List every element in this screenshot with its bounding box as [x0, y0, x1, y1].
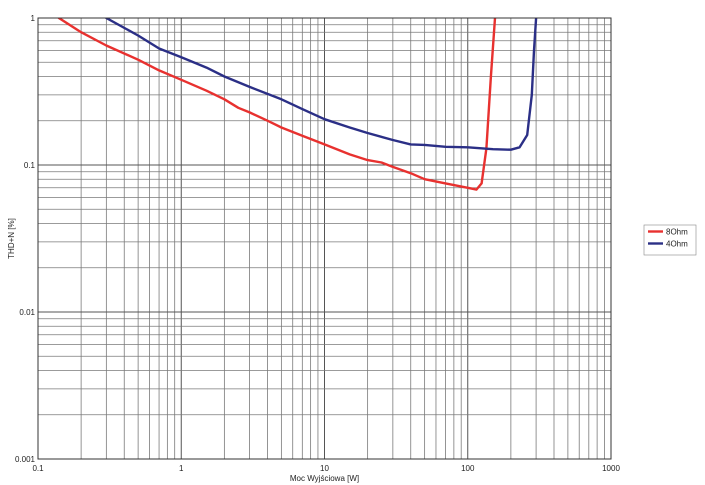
series-lines [57, 18, 538, 191]
legend: 8Ohm 4Ohm [643, 224, 697, 256]
x-tick-label: 1000 [602, 464, 620, 473]
x-tick-label: 0.1 [32, 464, 44, 473]
legend-box [643, 224, 697, 256]
x-tick-label: 1 [179, 464, 184, 473]
series-line-8ohm [57, 18, 497, 191]
legend-entry-label: 4Ohm [666, 240, 688, 249]
x-tick-label: 10 [320, 464, 329, 473]
plot-frame [37, 17, 612, 460]
series-line-4ohm [105, 18, 538, 151]
y-tick-label: 1 [31, 14, 36, 23]
y-tick-label: 0.1 [24, 161, 36, 170]
y-tick-label: 0.01 [19, 308, 35, 317]
y-tick-label: 0.001 [15, 455, 36, 464]
tick-labels: 0.1 1 10 100 1000 0.001 0.01 0.1 1 [15, 14, 620, 473]
y-axis-label: THD+N [%] [7, 218, 16, 259]
legend-entry-label: 8Ohm [666, 228, 688, 237]
grid [37, 18, 611, 460]
x-axis-label: Moc Wyjściowa [W] [290, 474, 359, 483]
x-tick-label: 100 [461, 464, 475, 473]
